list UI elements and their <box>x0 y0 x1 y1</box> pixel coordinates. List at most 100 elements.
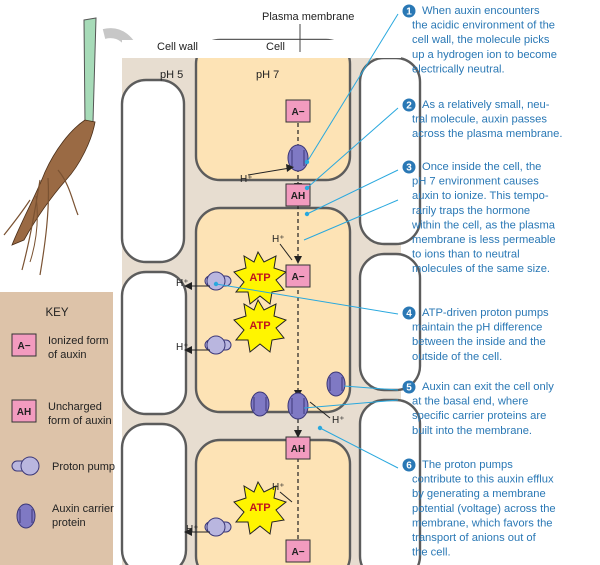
step-text-line: specific carrier proteins are <box>412 410 546 422</box>
auxin-carrier <box>250 391 270 417</box>
proton-pump <box>204 517 232 537</box>
plasma-membrane-label: Plasma membrane <box>262 11 354 23</box>
key-ionized-symbol: A− <box>17 341 30 352</box>
step-text-line: tral molecule, auxin passes <box>412 114 547 126</box>
h-plus-label: H⁺ <box>240 174 253 185</box>
step-text-line: Once inside the cell, the <box>422 161 541 173</box>
atp-label: ATP <box>249 320 270 332</box>
step-text-line: ATP-driven proton pumps <box>422 307 549 319</box>
key-proton-pump-icon <box>11 456 40 476</box>
h-plus-label: H⁺ <box>272 482 285 493</box>
header-band <box>122 40 401 58</box>
ionized-auxin-box <box>285 99 311 123</box>
left-cell <box>120 422 188 565</box>
step-number: 3 <box>406 163 412 174</box>
cell-wall-label: Cell wall <box>157 41 198 53</box>
step-text-line: The proton pumps <box>422 459 513 471</box>
step-text-line: electrically neutral. <box>412 63 505 75</box>
pointer-lines <box>213 13 399 469</box>
root-hair <box>29 195 38 263</box>
seedling-root <box>11 119 96 246</box>
step-text-line: potential (voltage) across the <box>412 503 556 515</box>
step-1: 1 When auxin encounters the acidic environ… <box>402 4 557 75</box>
step-text-line: at the basal end, where <box>412 396 528 408</box>
ionized-auxin-label: A− <box>291 547 304 558</box>
step-text-line: Auxin can exit the cell only <box>422 381 554 393</box>
step-number: 4 <box>406 309 412 320</box>
proton-pump <box>204 271 232 291</box>
atp-burst <box>233 250 288 305</box>
left-cell <box>120 78 186 264</box>
step-number-badge <box>402 98 416 112</box>
step-annotations: 1 When auxin encounters the acidic environ… <box>402 4 562 559</box>
step-text-line: by generating a membrane <box>412 488 546 500</box>
step-text-line: the cell. <box>412 547 451 559</box>
key-carrier-line: Auxin carrier <box>52 503 114 515</box>
tissue: ATP ATP ATP A− AH A− AH A− H⁺ H⁺ H⁺ H⁺ H… <box>120 11 422 565</box>
key-title: KEY <box>45 307 68 319</box>
path-arrowhead <box>294 430 302 438</box>
auxin-carrier <box>287 392 309 420</box>
h-arrow <box>247 167 291 176</box>
root-hair <box>3 199 31 236</box>
step-text-line: auxin to ionize. This tempo- <box>412 190 549 202</box>
key-ionized-line: of auxin <box>48 349 87 361</box>
ionized-auxin-label: A− <box>291 272 304 283</box>
cell-label: Cell <box>266 41 285 53</box>
right-cell <box>358 56 422 246</box>
step-number-badge <box>402 380 416 394</box>
step-text-line: membrane, which favors the <box>412 517 553 529</box>
key-panel: KEY A− Ionized form of auxin AH Uncharge… <box>0 292 115 565</box>
key-carrier-line: protein <box>52 517 86 529</box>
auxin-carrier <box>326 371 346 397</box>
h-plus-label: H⁺ <box>186 524 199 535</box>
step-text-line: molecules of the same size. <box>412 263 550 275</box>
step-text-line: transport of anions out of <box>412 532 537 544</box>
right-cell <box>358 252 422 392</box>
step-number-badge <box>402 160 416 174</box>
uncharged-auxin-box <box>285 183 311 207</box>
uncharged-auxin-label: AH <box>291 191 305 202</box>
h-arrow <box>279 491 293 503</box>
step-text-line: maintain the pH difference <box>412 322 542 334</box>
step-number-badge <box>402 306 416 320</box>
key-ionized-line: Ionized form <box>48 335 109 347</box>
atp-burst <box>233 298 288 353</box>
step-number-badge <box>402 458 416 472</box>
step-3: 3 Once inside the cell, the pH 7 environme… <box>402 160 556 275</box>
key-uncharged-line: form of auxin <box>48 415 112 427</box>
step-text-line: up a hydrogen ion to become <box>412 49 557 61</box>
seedling-coleoptile <box>83 17 97 125</box>
root-hair <box>21 179 41 271</box>
step-2: 2 As a relatively small, neu-tral molecul… <box>402 98 562 140</box>
ph-cell-label: pH 7 <box>256 69 279 81</box>
step-number: 5 <box>406 383 412 394</box>
root-hair <box>57 169 79 216</box>
step-5: 5 Auxin can exit the cell only at the basa… <box>402 380 554 437</box>
step-text-line: built into the membrane. <box>412 425 532 437</box>
key-proton-pump-line: Proton pump <box>52 461 115 473</box>
h-arrow <box>279 243 293 261</box>
step-text-line: between the inside and the <box>412 336 546 348</box>
step-text-line: pH 7 environment causes <box>412 176 539 188</box>
top-cell <box>194 38 352 182</box>
atp-label: ATP <box>249 502 270 514</box>
uncharged-auxin-label: AH <box>291 444 305 455</box>
h-arrow <box>309 401 331 419</box>
step-text-line: contribute to this auxin efflux <box>412 474 554 486</box>
step-text-line: to ions than to neutral <box>412 249 520 261</box>
h-plus-label: H⁺ <box>272 234 285 245</box>
step-4: 4 ATP-driven proton pumps maintain the pH … <box>402 306 549 363</box>
h-arrowhead <box>184 282 192 290</box>
key-uncharged-line: Uncharged <box>48 401 102 413</box>
step-text-line: outside of the cell. <box>412 351 502 363</box>
h-plus-label: H⁺ <box>176 278 189 289</box>
ionized-auxin-label: A− <box>291 107 304 118</box>
step-text-line: membrane is less permeable <box>412 234 556 246</box>
step-number: 1 <box>406 7 412 18</box>
h-arrowhead <box>286 164 294 172</box>
step-number-badge <box>402 4 416 18</box>
h-plus-label: H⁺ <box>176 342 189 353</box>
step-text-line: When auxin encounters <box>422 5 540 17</box>
